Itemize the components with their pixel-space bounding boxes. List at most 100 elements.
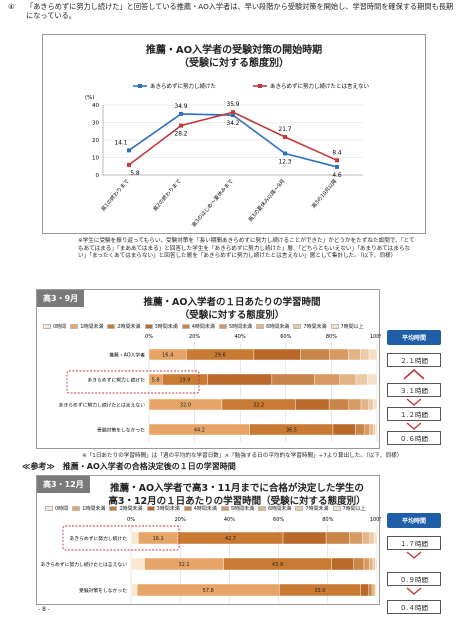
- study-time-panel: 高3・9月 推薦・AO入学者の１日あたりの学習時間 （受験に対する態度別） 0時…: [36, 289, 381, 449]
- bar-segment: [360, 583, 370, 597]
- legend-item: 3時間未満: [146, 505, 180, 512]
- data-point: [283, 135, 287, 140]
- data-label: 34.9: [175, 104, 188, 110]
- legend-swatch: [70, 324, 79, 329]
- average-value: ０.４時間: [387, 600, 441, 614]
- average-value: １.２時間: [387, 407, 441, 421]
- data-label: 14.1: [115, 140, 128, 146]
- x-tick-label: 0%: [127, 517, 135, 523]
- average-value: ３.１時間: [387, 383, 441, 397]
- legend-label: 6時間未満: [268, 506, 292, 512]
- legend-label: 1時間未満: [80, 324, 104, 330]
- segment-label: 16.1: [153, 536, 164, 542]
- y-tick-label: 20: [92, 138, 99, 144]
- bar-segment: [372, 423, 376, 436]
- legend-item: 7時間未満: [295, 505, 329, 512]
- legend-item: 4時間未満: [183, 505, 217, 512]
- legend-label: 2時間未満: [119, 506, 143, 512]
- panel-title: 推薦・AO入学者の１日あたりの学習時間: [143, 297, 321, 308]
- bar-segment: [368, 398, 374, 411]
- data-label: 28.2: [175, 132, 188, 138]
- legend-swatch: [332, 506, 341, 511]
- series-line: [128, 111, 338, 166]
- legend-item: 5時間未満: [218, 323, 252, 330]
- data-point: [231, 110, 235, 115]
- survey-note: ※学生に受験を振り返ってもらい、受験対策を「長い期間あきらめずに努力し続けること…: [78, 238, 418, 261]
- highlight-box: [66, 370, 200, 394]
- bar-segment: [373, 531, 378, 545]
- average-value: ０.６時間: [387, 431, 441, 445]
- y-tick-label: 0: [96, 173, 100, 179]
- category-label: あきらめずに努力し続けたとは言えない: [41, 561, 128, 568]
- legend-label: 3時間未満: [156, 506, 180, 512]
- legend-label: 7時間未満: [303, 324, 327, 330]
- legend-swatch: [181, 324, 190, 329]
- x-tick-label: 20%: [175, 517, 186, 523]
- panel-subtitle: （受験に対する態度別）: [179, 310, 285, 321]
- legend-item: 7時間以上: [330, 323, 364, 330]
- data-label: 8.4: [332, 150, 342, 156]
- segment-label: 5.8: [152, 378, 160, 384]
- y-tick-label: 40: [92, 103, 99, 109]
- average-value: ２.１時間: [387, 353, 441, 367]
- data-point: [179, 123, 183, 128]
- bar-segment: [329, 348, 349, 361]
- bar-segment: [348, 348, 361, 361]
- bar-segment: [282, 531, 327, 545]
- data-label: 12.3: [279, 159, 292, 165]
- stacked-bar-chart: 0% 20% 40% 60% 80% 100% 推薦・AO入学者 16.4 29.6 あきらめずに…: [59, 334, 381, 442]
- x-tick-label: 60%: [273, 517, 284, 523]
- bar-legend: 0時間 1時間未満 2時間未満 3時間未満 4時間未満 5時間未満 6時間未満 7時間未満 7時…: [45, 505, 366, 512]
- panel-label: 高3・9月: [37, 290, 85, 307]
- legend-swatch: [295, 506, 304, 511]
- data-label: 21.7: [279, 127, 292, 133]
- legend-label: 5時間未満: [230, 506, 255, 512]
- x-tick-label: 80%: [326, 334, 337, 340]
- bar-segment: [369, 531, 375, 545]
- category-label: 推薦・AO入学者: [109, 352, 145, 359]
- category-label: あきらめずに努力し続けた: [69, 535, 127, 542]
- bar-segment: [325, 531, 350, 545]
- legend-swatch: [144, 324, 153, 329]
- legend-label: 6時間未満: [266, 324, 290, 330]
- category-label: あきらめずに努力し続けた: [87, 377, 145, 384]
- legend-swatch: [218, 324, 227, 329]
- bar-segment: [207, 373, 273, 386]
- down-arrow-icon: [406, 422, 422, 430]
- bar-segment: [368, 348, 378, 361]
- legend-label: 0時間: [55, 506, 69, 512]
- bar-segment: [353, 557, 365, 571]
- legend-item: 0時間: [43, 323, 66, 330]
- bar-segment: [130, 531, 139, 545]
- data-point: [179, 111, 183, 116]
- reference-title: ≪参考≫ 推薦・AO入学者の合格決定後の１日の学習時間: [22, 462, 236, 471]
- legend-swatch: [258, 506, 267, 511]
- legend-swatch: [107, 324, 116, 329]
- legend-swatch: [146, 506, 155, 511]
- bar-segment: [349, 531, 363, 545]
- bar-segment: [332, 423, 356, 436]
- bar-segment: [355, 373, 368, 386]
- segment-label: 36.5: [286, 428, 297, 434]
- legend-item: 6時間未満: [258, 505, 291, 512]
- average-value: ０.９時間: [387, 572, 441, 586]
- data-point: [335, 164, 339, 169]
- x-tick-label: 40%: [224, 517, 235, 523]
- bar-segment: [300, 348, 330, 361]
- category-label: 受験対策をしなかった: [79, 587, 127, 594]
- segment-label: 33.0: [314, 588, 325, 594]
- bar-segment: [253, 348, 301, 361]
- x-tick-label: 高3の10月以降: [309, 177, 338, 210]
- segment-label: 57.8: [203, 588, 214, 594]
- bar-segment: [328, 398, 349, 411]
- x-tick-label: 高1の終わりまで: [99, 177, 131, 212]
- bar-segment: [271, 373, 315, 386]
- legend-item: 4時間未満: [181, 323, 215, 330]
- bar-segment: [368, 583, 373, 597]
- bar-segment: [130, 583, 138, 597]
- bar-segment: [295, 398, 330, 411]
- x-tick-label: 高2の終わりまで: [151, 177, 183, 212]
- down-arrow-icon: [406, 587, 422, 595]
- line-chart: 0 10 20 30 40 (%) あきらめずに努力し続けた あきらめずに努力し続けたとは言え…: [85, 82, 370, 229]
- legend-swatch: [220, 506, 229, 511]
